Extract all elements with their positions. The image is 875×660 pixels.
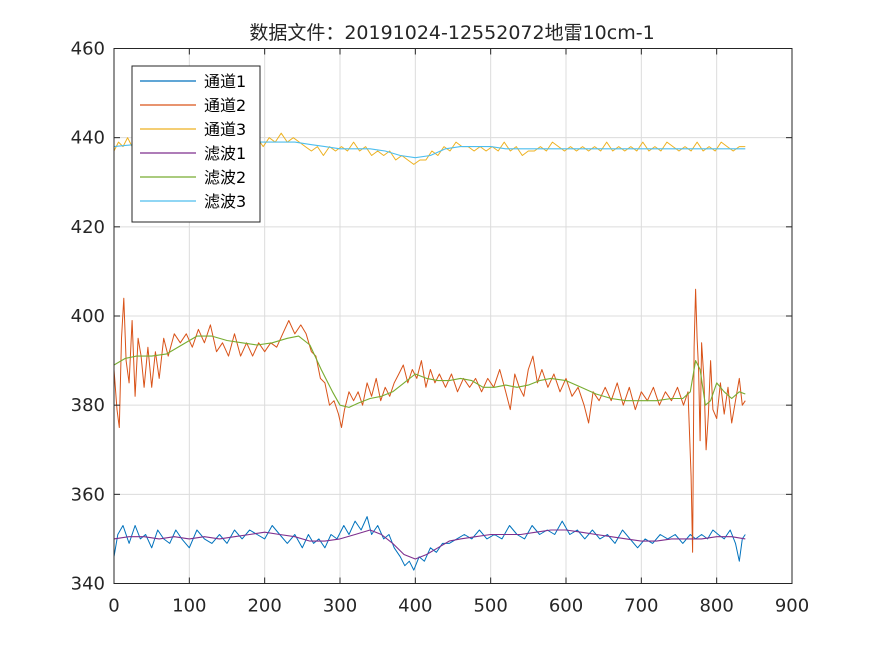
series-line-5 xyxy=(113,335,746,408)
x-tick-label: 800 xyxy=(699,596,733,617)
x-tick-label: 200 xyxy=(247,596,281,617)
legend-label-2: 通道2 xyxy=(204,96,246,115)
x-tick-label: 600 xyxy=(549,596,583,617)
x-tick-label: 100 xyxy=(172,596,206,617)
x-tick-label: 400 xyxy=(398,596,432,617)
legend-label-4: 滤波1 xyxy=(204,144,246,163)
legend-label-3: 通道3 xyxy=(204,120,246,139)
y-tick-label: 340 xyxy=(71,574,105,595)
legend-box xyxy=(131,65,261,223)
series-line-2 xyxy=(113,288,746,553)
y-tick-label: 360 xyxy=(71,484,105,505)
y-tick-label: 420 xyxy=(71,217,105,238)
series-line-4 xyxy=(113,529,746,560)
legend-label-6: 滤波3 xyxy=(204,192,246,211)
x-tick-label: 300 xyxy=(323,596,357,617)
legend-label-1: 通道1 xyxy=(204,72,246,91)
x-tick-label: 500 xyxy=(473,596,507,617)
grid xyxy=(114,48,792,584)
y-tick-label: 400 xyxy=(71,306,105,327)
axes-ticks: 0 100 200 300 400 500 600 700 800 900 340 360 380 400… xyxy=(71,39,810,617)
series-line-1 xyxy=(113,516,746,571)
x-tick-label: 900 xyxy=(775,596,809,617)
legend[interactable]: 通道1 通道2 通道3 滤波1 滤波2 滤波3 xyxy=(131,65,261,223)
y-tick-label: 460 xyxy=(71,39,105,60)
legend-label-5: 滤波2 xyxy=(204,168,246,187)
x-tick-label: 0 xyxy=(108,596,119,617)
x-tick-label: 700 xyxy=(624,596,658,617)
chart-title: 数据文件：20191024-12552072地雷10cm-1 xyxy=(249,22,654,44)
y-tick-label: 440 xyxy=(71,128,105,149)
y-tick-label: 380 xyxy=(71,395,105,416)
